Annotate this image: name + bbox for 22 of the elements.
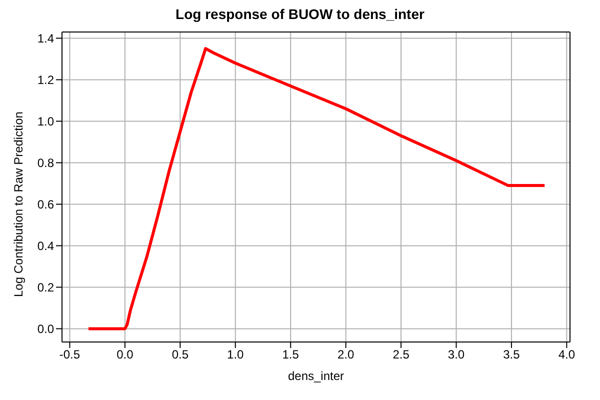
y-tick-label: 1.0 bbox=[37, 114, 54, 128]
y-tick-label: 0.4 bbox=[37, 238, 54, 253]
x-tick-label: 3.0 bbox=[448, 348, 465, 362]
chart-title: Log response of BUOW to dens_inter bbox=[174, 6, 426, 22]
y-tick-label: 1.2 bbox=[37, 72, 54, 87]
x-tick-label: 2.0 bbox=[337, 348, 354, 362]
y-tick-label: 0.8 bbox=[37, 156, 54, 170]
x-tick-label: 3.5 bbox=[503, 348, 520, 362]
x-tick-label: -0.5 bbox=[59, 348, 80, 362]
x-tick-label: 4.0 bbox=[558, 348, 576, 362]
y-tick-label: 0.6 bbox=[37, 197, 54, 212]
y-tick-label: 0.0 bbox=[37, 322, 54, 336]
y-axis-title: Log Contribution to Raw Prediction bbox=[11, 112, 26, 297]
x-axis-title: dens_inter bbox=[288, 369, 344, 383]
x-tick-label: 1.0 bbox=[227, 348, 244, 362]
x-tick-label: 1.5 bbox=[282, 348, 300, 362]
x-tick-label: 2.5 bbox=[392, 348, 410, 362]
x-tick-label: 0.5 bbox=[172, 348, 189, 362]
y-tick-label: 0.2 bbox=[37, 280, 54, 294]
y-tick-label: 1.4 bbox=[37, 31, 54, 46]
x-tick-label: 0.0 bbox=[116, 348, 134, 362]
line-series bbox=[87, 47, 546, 330]
